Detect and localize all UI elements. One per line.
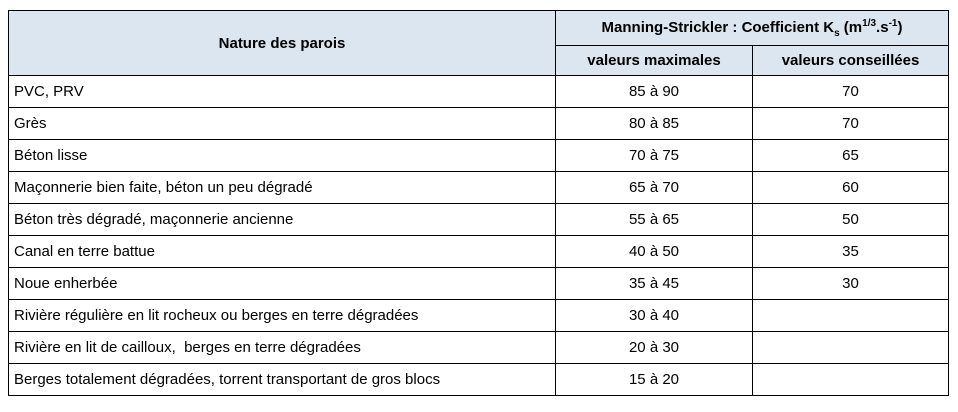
- cell-conseil: 60: [751, 171, 950, 204]
- coef-unit-close: ): [897, 18, 903, 36]
- cell-nature: PVC, PRV: [8, 75, 556, 108]
- cell-conseil: 70: [751, 75, 950, 108]
- cell-conseil: [751, 331, 950, 364]
- cell-nature: Maçonnerie bien faite, béton un peu dégr…: [8, 171, 556, 204]
- header-max: valeurs maximales: [555, 45, 753, 76]
- cell-nature: Canal en terre battue: [8, 235, 556, 268]
- table-row: PVC, PRV 85 à 90 70: [8, 75, 950, 108]
- coef-sup2: -1: [888, 17, 898, 29]
- cell-nature: Rivière en lit de cailloux, berges en te…: [8, 331, 556, 364]
- cell-max: 15 à 20: [555, 363, 753, 396]
- cell-conseil: 50: [751, 203, 950, 236]
- coef-sub: s: [834, 27, 840, 39]
- cell-nature: Rivière régulière en lit rocheux ou berg…: [8, 299, 556, 332]
- cell-nature: Grès: [8, 107, 556, 140]
- manning-strickler-table: Nature des parois Manning-Strickler : Co…: [8, 10, 950, 396]
- cell-max: 35 à 45: [555, 267, 753, 300]
- table-row: Rivière en lit de cailloux, berges en te…: [8, 331, 950, 364]
- cell-max: 85 à 90: [555, 75, 753, 108]
- cell-conseil: 35: [751, 235, 950, 268]
- cell-max: 40 à 50: [555, 235, 753, 268]
- coef-sup1: 1/3: [862, 17, 877, 29]
- table-row: Béton très dégradé, maçonnerie ancienne …: [8, 203, 950, 236]
- table-row: Noue enherbée 35 à 45 30: [8, 267, 950, 300]
- cell-conseil: 70: [751, 107, 950, 140]
- cell-max: 30 à 40: [555, 299, 753, 332]
- header-nature: Nature des parois: [8, 10, 556, 76]
- header-conseil: valeurs conseillées: [751, 45, 950, 76]
- cell-conseil: 30: [751, 267, 950, 300]
- table-row: Béton lisse 70 à 75 65: [8, 139, 950, 172]
- coef-unit-open: (m: [839, 18, 863, 36]
- cell-max: 80 à 85: [555, 107, 753, 140]
- coef-prefix: Manning-Strickler : Coefficient K: [601, 18, 835, 36]
- cell-nature: Béton très dégradé, maçonnerie ancienne: [8, 203, 556, 236]
- cell-conseil: [751, 363, 950, 396]
- header-coefficient: Manning-Strickler : Coefficient Ks (m1/3…: [554, 10, 950, 46]
- cell-nature: Berges totalement dégradées, torrent tra…: [8, 363, 556, 396]
- cell-nature: Noue enherbée: [8, 267, 556, 300]
- cell-max: 20 à 30: [555, 331, 753, 364]
- table-row: Rivière régulière en lit rocheux ou berg…: [8, 299, 950, 332]
- table-row: Berges totalement dégradées, torrent tra…: [8, 363, 950, 396]
- cell-conseil: 65: [751, 139, 950, 172]
- cell-max: 70 à 75: [555, 139, 753, 172]
- cell-conseil: [751, 299, 950, 332]
- table-row: Canal en terre battue 40 à 50 35: [8, 235, 950, 268]
- cell-max: 65 à 70: [555, 171, 753, 204]
- table-row: Maçonnerie bien faite, béton un peu dégr…: [8, 171, 950, 204]
- cell-max: 55 à 65: [555, 203, 753, 236]
- coef-unit-mid: .s: [876, 18, 889, 36]
- table-row: Grès 80 à 85 70: [8, 107, 950, 140]
- cell-nature: Béton lisse: [8, 139, 556, 172]
